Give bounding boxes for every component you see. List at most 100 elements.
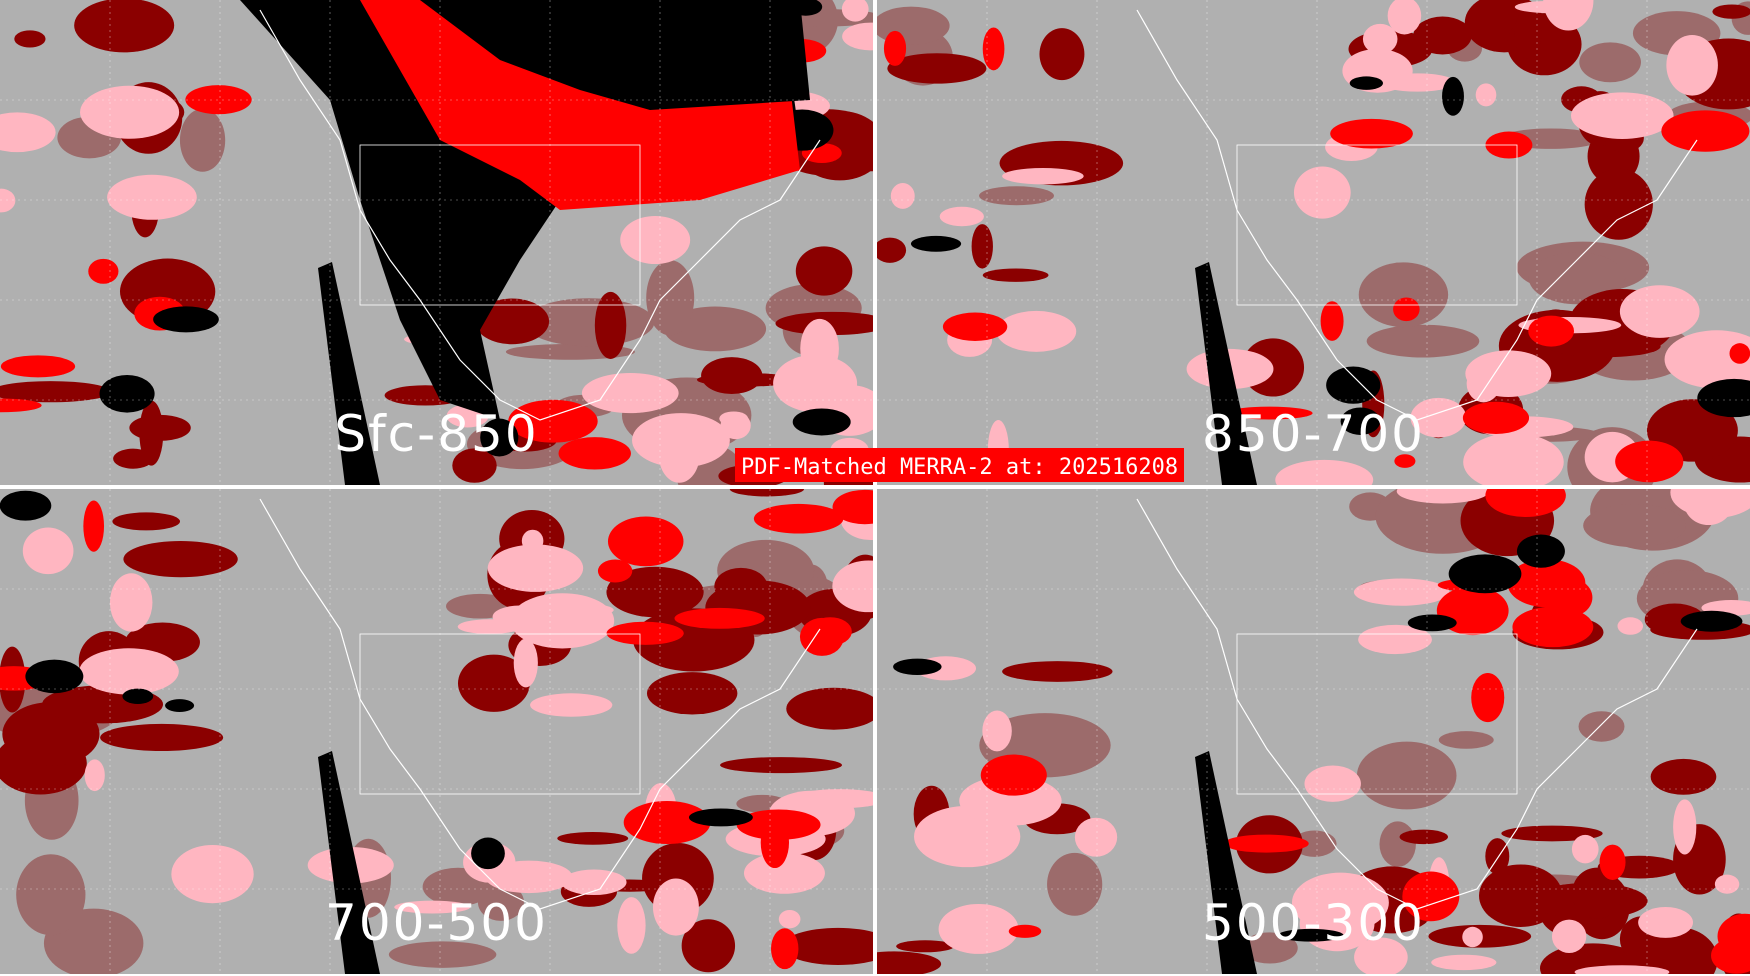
field-blob (457, 619, 522, 635)
field-blob (471, 837, 505, 870)
field-blob (1697, 378, 1750, 418)
field-blob (1413, 16, 1472, 55)
field-blob (1541, 577, 1593, 618)
field-blob (109, 573, 153, 632)
field-blob (1485, 838, 1510, 875)
field-blob (1666, 34, 1718, 96)
field-blob (832, 489, 873, 525)
field-blob (1579, 42, 1641, 83)
field-blob (1680, 610, 1743, 632)
field-blob (107, 174, 197, 220)
field-blob (112, 512, 181, 531)
field-blob (996, 310, 1077, 352)
moisture-field (877, 0, 1750, 485)
field-blob (1599, 844, 1626, 880)
field-blob (1366, 324, 1480, 358)
field-blob (1448, 554, 1522, 594)
panel-label: Sfc-850 (334, 405, 539, 463)
field-blob (681, 919, 736, 973)
field-blob (623, 800, 711, 845)
field-blob (1292, 830, 1337, 857)
field-blob (153, 306, 219, 333)
field-blob (1551, 919, 1587, 954)
field-blob (1664, 330, 1750, 389)
field-blob (982, 710, 1012, 752)
field-blob (910, 235, 962, 252)
us-state-borders (359, 633, 641, 795)
field-blob (1278, 928, 1344, 942)
field-blob (1485, 489, 1566, 518)
field-blob (1619, 285, 1700, 338)
field-blob (485, 860, 573, 894)
field-blob (1684, 489, 1734, 526)
moisture-field (0, 489, 873, 974)
field-blob (942, 312, 1008, 341)
field-blob (971, 224, 993, 269)
field-blob (939, 206, 984, 227)
field-blob (1387, 0, 1422, 35)
field-blob (0, 381, 112, 403)
field-blob (753, 503, 844, 534)
field-blob (1008, 924, 1042, 938)
field-blob (0, 490, 52, 521)
coastline (259, 9, 821, 421)
field-blob (792, 408, 851, 436)
field-blob (1326, 366, 1381, 404)
field-blob (80, 85, 180, 139)
field-blob (22, 527, 74, 575)
field-blob (701, 357, 763, 395)
field-blob (646, 672, 738, 715)
field-blob (1358, 262, 1449, 328)
field-blob (1394, 454, 1416, 468)
coastline (259, 498, 821, 910)
field-blob (1528, 252, 1626, 305)
coastline (1136, 498, 1698, 910)
field-blob (16, 854, 86, 936)
field-blob (1407, 614, 1457, 632)
field-blob (84, 759, 105, 792)
field-blob (561, 869, 627, 896)
field-blob (658, 425, 700, 483)
field-blob (1379, 821, 1416, 867)
dry-region (420, 0, 810, 110)
field-blob (123, 541, 238, 578)
field-blob (743, 852, 825, 894)
field-blob (1442, 76, 1464, 116)
field-blob (841, 0, 869, 22)
field-blob (165, 699, 195, 712)
field-blob (1340, 407, 1381, 435)
field-blob (688, 808, 753, 827)
field-blob (1673, 799, 1697, 855)
field-blob (452, 448, 497, 483)
map-title: PDF-Matched MERRA-2 at: 202516208 (735, 448, 1185, 482)
field-blob (1578, 711, 1625, 742)
field-blob (1516, 534, 1565, 568)
field-blob (1358, 624, 1432, 655)
field-blob (606, 566, 704, 618)
field-blob (1438, 731, 1494, 749)
panel-label: 500-300 (1202, 894, 1425, 952)
moisture-field (0, 0, 873, 485)
field-blob (1617, 617, 1644, 635)
field-blob (795, 246, 853, 296)
field-blob (1717, 913, 1750, 959)
field-blob (1471, 672, 1505, 723)
field-blob (597, 559, 633, 583)
field-blob (606, 621, 684, 645)
us-state-borders (359, 144, 641, 306)
field-blob (980, 754, 1047, 796)
map-panel-sfc-850: Sfc-850 (0, 0, 873, 485)
field-blob (1574, 965, 1670, 974)
field-blob (457, 654, 530, 712)
field-blob (607, 516, 684, 567)
field-blob (88, 258, 119, 284)
field-blob (1714, 874, 1740, 894)
map-panel-850-700: 850-700 (877, 0, 1750, 485)
field-blob (474, 298, 550, 345)
field-blob (1514, 8, 1542, 59)
field-blob (1463, 433, 1564, 485)
field-blob (982, 27, 1005, 71)
field-blob (122, 688, 154, 704)
field-blob (1399, 829, 1448, 845)
field-blob (1475, 83, 1497, 107)
